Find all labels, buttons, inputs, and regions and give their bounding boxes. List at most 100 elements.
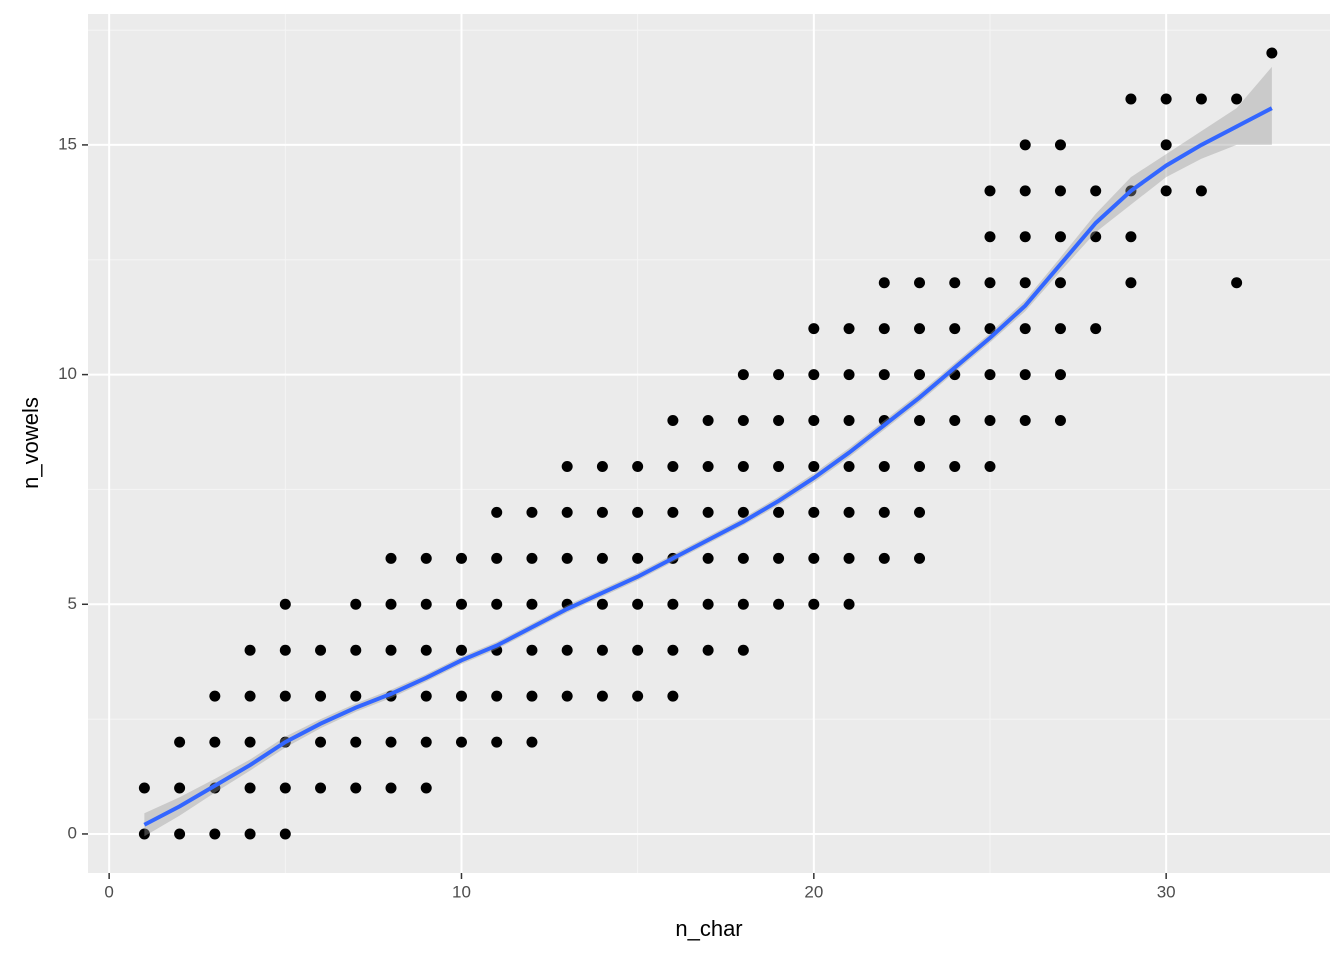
point	[1195, 93, 1207, 105]
point	[491, 736, 503, 748]
point	[914, 415, 926, 427]
point	[174, 782, 186, 794]
point	[667, 644, 679, 656]
point	[1054, 369, 1066, 381]
point	[385, 644, 397, 656]
point	[878, 552, 890, 564]
point	[1125, 277, 1137, 289]
point	[808, 369, 820, 381]
point	[702, 644, 714, 656]
point	[1054, 415, 1066, 427]
point	[279, 782, 291, 794]
y-tick-label: 0	[68, 823, 77, 842]
point	[455, 644, 467, 656]
point	[491, 690, 503, 702]
point	[914, 460, 926, 472]
point	[773, 460, 785, 472]
point	[279, 598, 291, 610]
point	[526, 644, 538, 656]
point	[350, 736, 362, 748]
point	[808, 506, 820, 518]
point	[1054, 185, 1066, 197]
point	[984, 323, 996, 335]
point	[773, 415, 785, 427]
point	[420, 552, 432, 564]
point	[1054, 139, 1066, 151]
point	[773, 598, 785, 610]
point	[1195, 185, 1207, 197]
point	[984, 185, 996, 197]
point	[596, 460, 608, 472]
point	[878, 277, 890, 289]
point	[702, 460, 714, 472]
point	[279, 690, 291, 702]
point	[596, 506, 608, 518]
point	[1019, 185, 1031, 197]
point	[1054, 231, 1066, 243]
point	[1125, 93, 1137, 105]
point	[878, 323, 890, 335]
point	[984, 369, 996, 381]
point	[1090, 323, 1102, 335]
point	[702, 506, 714, 518]
point	[737, 415, 749, 427]
point	[914, 277, 926, 289]
point	[984, 277, 996, 289]
point	[455, 736, 467, 748]
point	[279, 644, 291, 656]
point	[561, 644, 573, 656]
x-tick-label: 0	[104, 882, 113, 901]
point	[808, 598, 820, 610]
point	[315, 690, 327, 702]
point	[737, 506, 749, 518]
point	[843, 460, 855, 472]
point	[949, 415, 961, 427]
point	[1090, 185, 1102, 197]
point	[138, 782, 150, 794]
point	[526, 598, 538, 610]
point	[949, 323, 961, 335]
point	[526, 552, 538, 564]
point	[632, 690, 644, 702]
point	[279, 828, 291, 840]
point	[984, 231, 996, 243]
point	[1231, 93, 1243, 105]
point	[843, 506, 855, 518]
point	[667, 415, 679, 427]
point	[1019, 323, 1031, 335]
point	[385, 782, 397, 794]
point	[878, 369, 890, 381]
smooth-line	[143, 106, 1273, 827]
y-tick-label: 10	[58, 364, 77, 383]
point	[138, 828, 150, 840]
y-axis-title: n_vowels	[18, 397, 43, 489]
point	[843, 598, 855, 610]
point	[667, 460, 679, 472]
point	[420, 644, 432, 656]
point	[561, 690, 573, 702]
point	[350, 644, 362, 656]
point	[209, 828, 221, 840]
point	[420, 598, 432, 610]
point	[949, 277, 961, 289]
point	[808, 460, 820, 472]
x-tick-label: 20	[804, 882, 823, 901]
point	[350, 690, 362, 702]
point	[808, 415, 820, 427]
point	[667, 690, 679, 702]
point	[737, 644, 749, 656]
point	[526, 736, 538, 748]
point	[843, 415, 855, 427]
point	[420, 782, 432, 794]
point	[737, 552, 749, 564]
point	[315, 736, 327, 748]
point	[385, 552, 397, 564]
point	[491, 506, 503, 518]
point	[455, 690, 467, 702]
point	[878, 460, 890, 472]
point	[773, 369, 785, 381]
point	[315, 644, 327, 656]
point	[455, 552, 467, 564]
